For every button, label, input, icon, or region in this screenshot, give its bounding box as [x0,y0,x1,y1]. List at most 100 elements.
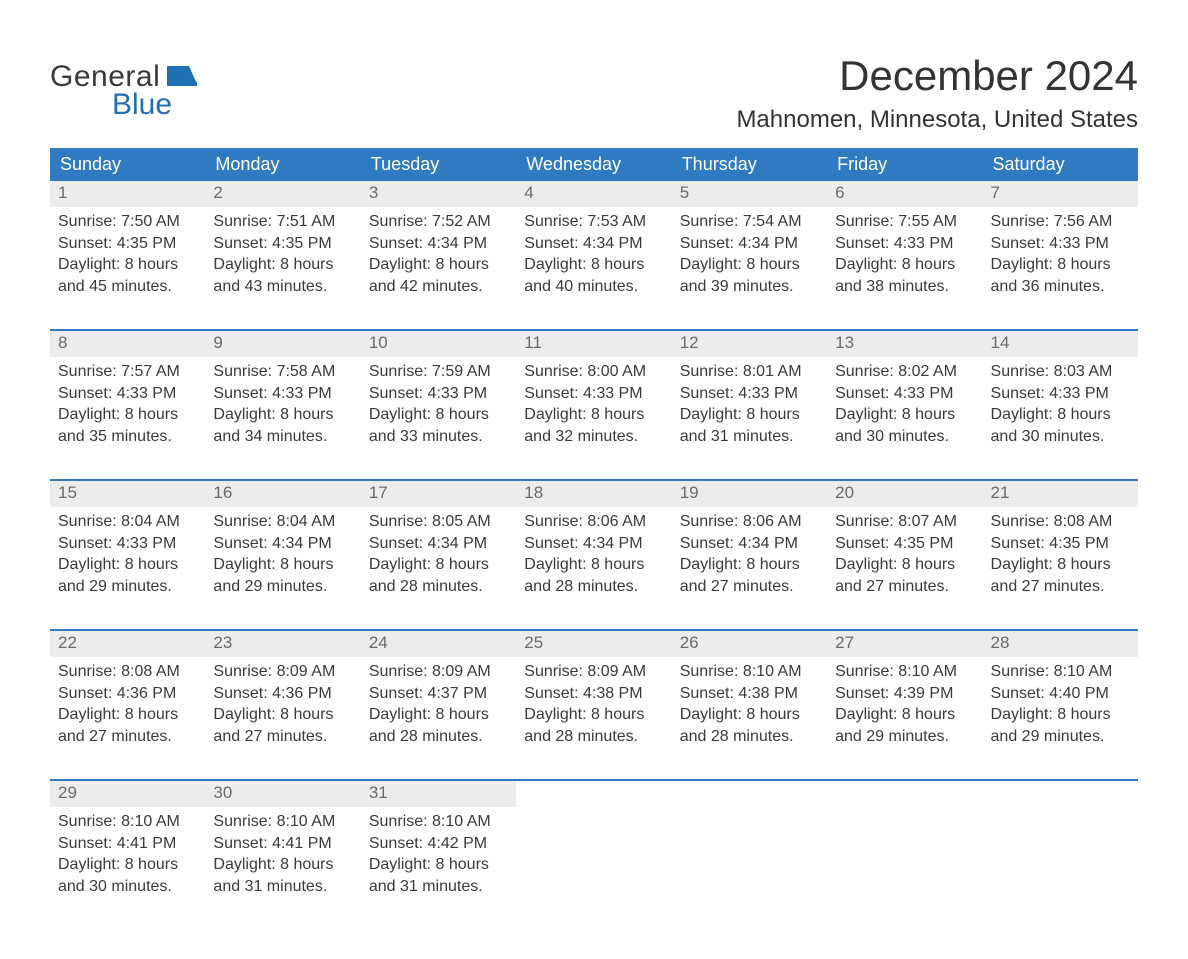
day-content-cell: Sunrise: 7:55 AMSunset: 4:33 PMDaylight:… [827,207,982,330]
daylight-line-1: Daylight: 8 hours [213,254,352,276]
day-content-cell [983,807,1138,929]
sunrise-line: Sunrise: 8:09 AM [369,661,508,683]
daylight-line-1: Daylight: 8 hours [369,404,508,426]
sunrise-line: Sunrise: 7:52 AM [369,211,508,233]
daylight-line-1: Daylight: 8 hours [991,704,1130,726]
daylight-line-1: Daylight: 8 hours [213,554,352,576]
sunset-line: Sunset: 4:33 PM [58,533,197,555]
sunset-line: Sunset: 4:41 PM [58,833,197,855]
daylight-line-2: and 30 minutes. [991,426,1130,448]
day-number-cell: 22 [50,630,205,657]
day-content-cell: Sunrise: 7:53 AMSunset: 4:34 PMDaylight:… [516,207,671,330]
day-content-cell: Sunrise: 7:51 AMSunset: 4:35 PMDaylight:… [205,207,360,330]
day-number-cell: 29 [50,780,205,807]
daylight-line-2: and 31 minutes. [680,426,819,448]
daylight-line-2: and 27 minutes. [213,726,352,748]
day-content-cell: Sunrise: 8:09 AMSunset: 4:36 PMDaylight:… [205,657,360,780]
sunrise-line: Sunrise: 8:06 AM [680,511,819,533]
sunset-line: Sunset: 4:34 PM [524,233,663,255]
sunset-line: Sunset: 4:35 PM [835,533,974,555]
daylight-line-1: Daylight: 8 hours [991,404,1130,426]
day-number-cell: 24 [361,630,516,657]
sunrise-line: Sunrise: 8:00 AM [524,361,663,383]
day-number-cell: 16 [205,480,360,507]
day-number-cell: 25 [516,630,671,657]
day-content-cell: Sunrise: 8:08 AMSunset: 4:36 PMDaylight:… [50,657,205,780]
daylight-line-1: Daylight: 8 hours [58,854,197,876]
daylight-line-2: and 30 minutes. [58,876,197,898]
sunset-line: Sunset: 4:35 PM [991,533,1130,555]
day-number-cell: 31 [361,780,516,807]
day-content-cell: Sunrise: 8:04 AMSunset: 4:33 PMDaylight:… [50,507,205,630]
day-content-cell [672,807,827,929]
daynum-row: 1234567 [50,181,1138,207]
col-thu: Thursday [672,148,827,181]
sunset-line: Sunset: 4:33 PM [991,383,1130,405]
daylight-line-2: and 31 minutes. [213,876,352,898]
day-number-cell: 7 [983,181,1138,207]
daylight-line-2: and 28 minutes. [524,726,663,748]
daylight-line-1: Daylight: 8 hours [524,254,663,276]
sunrise-line: Sunrise: 7:59 AM [369,361,508,383]
sunset-line: Sunset: 4:35 PM [213,233,352,255]
sunset-line: Sunset: 4:41 PM [213,833,352,855]
sunset-line: Sunset: 4:36 PM [58,683,197,705]
day-content-row: Sunrise: 7:50 AMSunset: 4:35 PMDaylight:… [50,207,1138,330]
sunset-line: Sunset: 4:34 PM [369,233,508,255]
daylight-line-2: and 33 minutes. [369,426,508,448]
day-content-cell: Sunrise: 8:10 AMSunset: 4:41 PMDaylight:… [50,807,205,929]
daylight-line-2: and 45 minutes. [58,276,197,298]
daylight-line-2: and 34 minutes. [213,426,352,448]
day-content-cell: Sunrise: 8:07 AMSunset: 4:35 PMDaylight:… [827,507,982,630]
day-number-cell: 1 [50,181,205,207]
daylight-line-2: and 43 minutes. [213,276,352,298]
sunset-line: Sunset: 4:34 PM [680,233,819,255]
day-content-row: Sunrise: 8:08 AMSunset: 4:36 PMDaylight:… [50,657,1138,780]
daylight-line-1: Daylight: 8 hours [58,554,197,576]
sunset-line: Sunset: 4:33 PM [369,383,508,405]
sunrise-line: Sunrise: 8:01 AM [680,361,819,383]
day-content-cell: Sunrise: 7:59 AMSunset: 4:33 PMDaylight:… [361,357,516,480]
day-content-cell: Sunrise: 8:10 AMSunset: 4:39 PMDaylight:… [827,657,982,780]
daylight-line-1: Daylight: 8 hours [835,554,974,576]
daylight-line-2: and 27 minutes. [680,576,819,598]
day-content-cell: Sunrise: 8:08 AMSunset: 4:35 PMDaylight:… [983,507,1138,630]
daylight-line-1: Daylight: 8 hours [213,404,352,426]
daylight-line-1: Daylight: 8 hours [680,254,819,276]
day-content-cell: Sunrise: 8:10 AMSunset: 4:40 PMDaylight:… [983,657,1138,780]
day-number-cell: 23 [205,630,360,657]
calendar-table: Sunday Monday Tuesday Wednesday Thursday… [50,148,1138,929]
day-content-cell: Sunrise: 7:52 AMSunset: 4:34 PMDaylight:… [361,207,516,330]
sunrise-line: Sunrise: 8:09 AM [213,661,352,683]
day-number-cell [983,780,1138,807]
col-mon: Monday [205,148,360,181]
daylight-line-2: and 29 minutes. [213,576,352,598]
daylight-line-1: Daylight: 8 hours [58,404,197,426]
day-number-cell: 20 [827,480,982,507]
daylight-line-2: and 40 minutes. [524,276,663,298]
daylight-line-2: and 39 minutes. [680,276,819,298]
sunrise-line: Sunrise: 8:02 AM [835,361,974,383]
sunrise-line: Sunrise: 8:10 AM [680,661,819,683]
sunset-line: Sunset: 4:33 PM [213,383,352,405]
sunset-line: Sunset: 4:39 PM [835,683,974,705]
sunset-line: Sunset: 4:33 PM [835,233,974,255]
daynum-row: 293031 [50,780,1138,807]
day-number-cell: 12 [672,330,827,357]
sunrise-line: Sunrise: 7:53 AM [524,211,663,233]
col-tue: Tuesday [361,148,516,181]
day-content-cell: Sunrise: 8:01 AMSunset: 4:33 PMDaylight:… [672,357,827,480]
day-number-cell: 13 [827,330,982,357]
col-sat: Saturday [983,148,1138,181]
daylight-line-1: Daylight: 8 hours [369,254,508,276]
sunrise-line: Sunrise: 8:06 AM [524,511,663,533]
day-number-cell: 28 [983,630,1138,657]
sunrise-line: Sunrise: 7:58 AM [213,361,352,383]
weekday-header-row: Sunday Monday Tuesday Wednesday Thursday… [50,148,1138,181]
daylight-line-2: and 28 minutes. [369,726,508,748]
month-title: December 2024 [736,52,1138,100]
sunset-line: Sunset: 4:34 PM [213,533,352,555]
day-content-cell: Sunrise: 7:54 AMSunset: 4:34 PMDaylight:… [672,207,827,330]
daynum-row: 15161718192021 [50,480,1138,507]
daylight-line-1: Daylight: 8 hours [524,704,663,726]
